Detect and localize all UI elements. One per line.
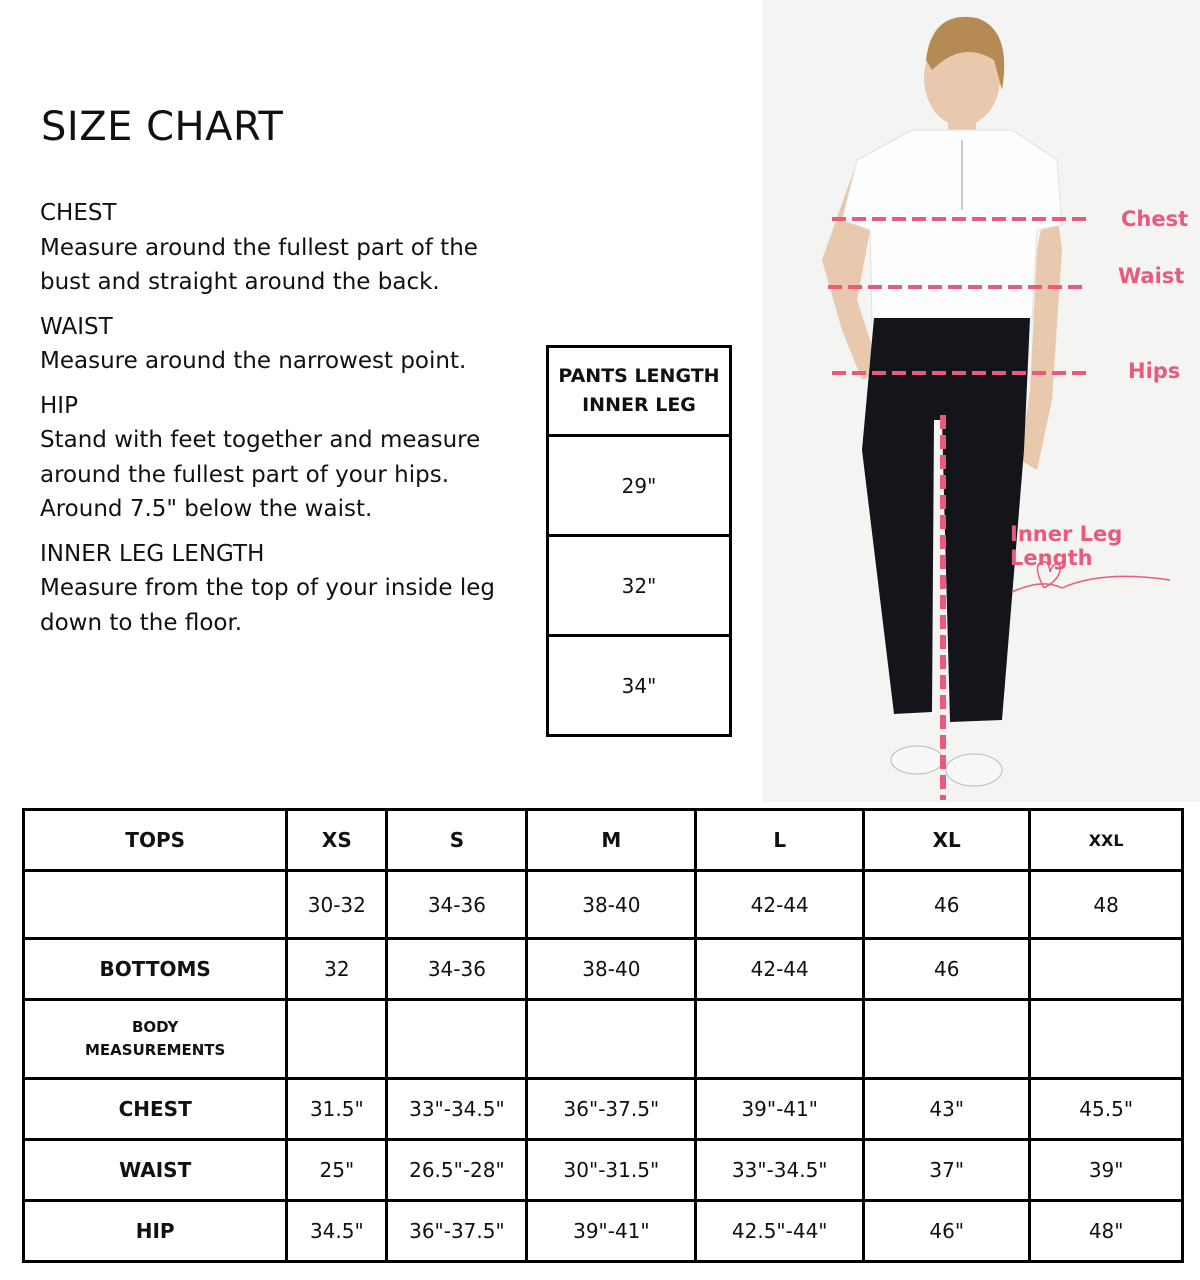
row-label: [21, 869, 289, 940]
table-cell: 48: [1028, 869, 1184, 940]
guide-heading: INNER LEG LENGTH: [40, 540, 265, 567]
table-row: BOTTOMS 32 34-36 38-40 42-44 46: [21, 937, 1184, 1001]
table-cell: 38-40: [525, 869, 698, 940]
heart-icon: [1036, 560, 1061, 589]
table-cell: 45.5": [1028, 1077, 1184, 1141]
hips-label: Hips: [1128, 359, 1181, 383]
table-cell: 30-32: [285, 869, 389, 940]
guide-text: Measure from the top of your inside leg …: [40, 575, 496, 636]
table-cell: 39"-41": [694, 1077, 866, 1141]
table-cell: 46": [862, 1199, 1032, 1263]
guide-chest: CHEST Measure around the fullest part of…: [40, 196, 510, 300]
table-cell: 39"-41": [525, 1199, 698, 1263]
header-cell: M: [525, 808, 698, 872]
table-cell: 39": [1028, 1138, 1184, 1202]
table-cell: 34.5": [285, 1199, 389, 1263]
row-label: HIP: [21, 1199, 289, 1263]
row-label: CHEST: [21, 1077, 289, 1141]
measurement-guide: CHEST Measure around the fullest part of…: [40, 196, 510, 650]
size-table-header: TOPS XS S M L XL XXL: [21, 808, 1184, 872]
table-cell: [694, 998, 866, 1080]
table-cell: [1028, 998, 1184, 1080]
table-cell: 48": [1028, 1199, 1184, 1263]
heart-squiggle-icon: [1011, 575, 1171, 593]
pants-header: PANTS LENGTH INNER LEG: [546, 345, 732, 437]
inner-leg-label: Inner Leg Length: [1010, 522, 1123, 570]
page-title: SIZE CHART: [41, 104, 284, 150]
table-cell: 36"-37.5": [525, 1077, 698, 1141]
table-cell: 46: [862, 869, 1032, 940]
row-label: BODY MEASUREMENTS: [21, 998, 289, 1080]
table-cell: [525, 998, 698, 1080]
pants-length-cell: 32": [546, 534, 732, 637]
model-photo: Chest Waist Hips Inner Leg Length: [762, 0, 1200, 802]
row-label: BOTTOMS: [21, 937, 289, 1001]
guide-inner-leg: INNER LEG LENGTH Measure from the top of…: [40, 537, 510, 641]
table-cell: 42-44: [694, 869, 866, 940]
row-label: WAIST: [21, 1138, 289, 1202]
table-cell: 34-36: [385, 937, 529, 1001]
table-row: WAIST 25" 26.5"-28" 30"-31.5" 33"-34.5" …: [21, 1138, 1184, 1202]
table-row: HIP 34.5" 36"-37.5" 39"-41" 42.5"-44" 46…: [21, 1199, 1184, 1263]
table-cell: 46: [862, 937, 1032, 1001]
table-cell: 30"-31.5": [525, 1138, 698, 1202]
table-cell: 31.5": [285, 1077, 389, 1141]
model-figure-illustration: [822, 16, 1171, 800]
header-cell: XL: [862, 808, 1032, 872]
table-cell: 42.5"-44": [694, 1199, 866, 1263]
table-cell: 37": [862, 1138, 1032, 1202]
guide-heading: WAIST: [40, 313, 113, 340]
table-cell: 43": [862, 1077, 1032, 1141]
table-row: CHEST 31.5" 33"-34.5" 36"-37.5" 39"-41" …: [21, 1077, 1184, 1141]
guide-hip: HIP Stand with feet together and measure…: [40, 389, 510, 527]
table-cell: 38-40: [525, 937, 698, 1001]
table-cell: 36"-37.5": [385, 1199, 529, 1263]
table-cell: 26.5"-28": [385, 1138, 529, 1202]
table-cell: 33"-34.5": [385, 1077, 529, 1141]
pants-length-table: PANTS LENGTH INNER LEG 29" 32" 34": [546, 345, 732, 737]
pants-length-cell: 34": [546, 634, 732, 737]
table-cell: 34-36: [385, 869, 529, 940]
guide-heading: HIP: [40, 392, 78, 419]
header-cell: XS: [285, 808, 389, 872]
table-cell: 33"-34.5": [694, 1138, 866, 1202]
pants-header-line1: PANTS LENGTH: [558, 365, 720, 387]
size-table: TOPS XS S M L XL XXL 30-32 34-36 38-40 4…: [21, 808, 1184, 1263]
pants-length-cell: 29": [546, 434, 732, 537]
header-cell: S: [385, 808, 529, 872]
table-cell: [1028, 937, 1184, 1001]
guide-text: Measure around the fullest part of the b…: [40, 234, 478, 296]
table-cell: [385, 998, 529, 1080]
header-cell: XXL: [1028, 808, 1184, 872]
table-cell: [862, 998, 1032, 1080]
guide-text: Measure around the narrowest point.: [40, 348, 467, 374]
table-row: 30-32 34-36 38-40 42-44 46 48: [21, 869, 1184, 940]
pants-header-line2: INNER LEG: [582, 394, 696, 416]
table-cell: 32: [285, 937, 389, 1001]
guide-heading: CHEST: [40, 200, 117, 226]
guide-waist: WAIST Measure around the narrowest point…: [40, 310, 510, 379]
table-row: BODY MEASUREMENTS: [21, 998, 1184, 1080]
table-cell: [285, 998, 389, 1080]
guide-text: Stand with feet together and measure aro…: [40, 427, 481, 522]
table-cell: 25": [285, 1138, 389, 1202]
table-cell: 42-44: [694, 937, 866, 1001]
waist-label: Waist: [1118, 264, 1185, 288]
header-cell: L: [694, 808, 866, 872]
chest-label: Chest: [1121, 207, 1189, 231]
header-cell: TOPS: [21, 808, 289, 872]
